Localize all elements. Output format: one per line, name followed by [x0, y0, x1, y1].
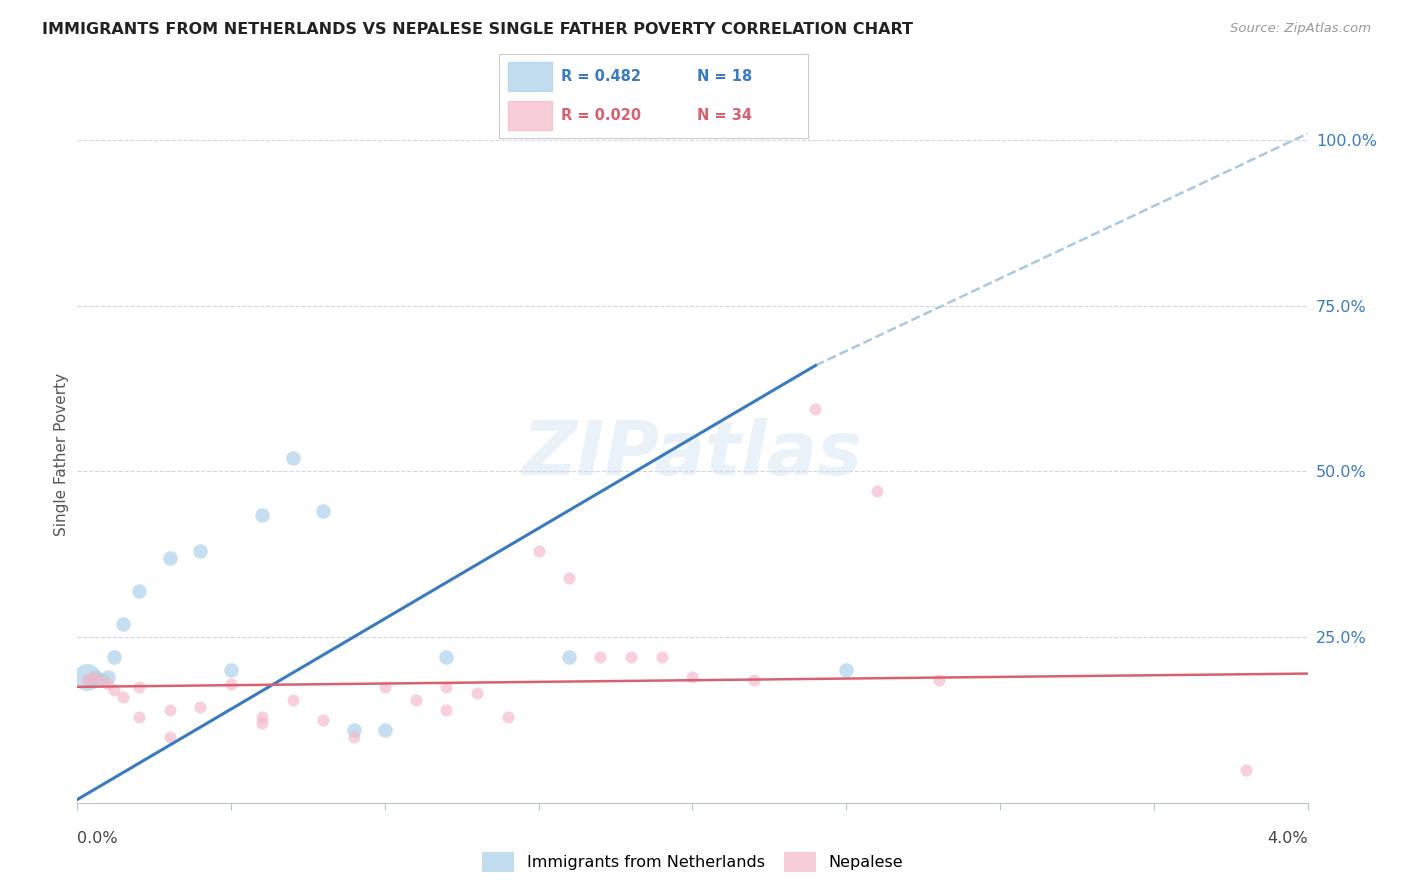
Point — [436, 650, 458, 665]
Point — [219, 676, 242, 690]
Point — [589, 650, 612, 665]
Point — [405, 693, 427, 707]
Text: 4.0%: 4.0% — [1267, 830, 1308, 846]
Point — [90, 673, 114, 688]
Legend: Immigrants from Netherlands, Nepalese: Immigrants from Netherlands, Nepalese — [475, 846, 910, 879]
Point — [188, 699, 212, 714]
Point — [128, 583, 150, 598]
Point — [374, 680, 396, 694]
Text: Source: ZipAtlas.com: Source: ZipAtlas.com — [1230, 22, 1371, 36]
Point — [835, 663, 858, 677]
Point — [1234, 763, 1257, 777]
Point — [97, 670, 120, 684]
Point — [103, 683, 125, 698]
Point — [82, 670, 104, 684]
Point — [250, 508, 273, 522]
Point — [112, 690, 135, 704]
Point — [128, 680, 150, 694]
Point — [436, 703, 458, 717]
Point — [250, 716, 273, 731]
Point — [79, 673, 101, 688]
Point — [620, 650, 643, 665]
Point — [804, 401, 827, 416]
Point — [928, 673, 950, 688]
Point — [159, 730, 181, 744]
Point — [76, 670, 98, 684]
Point — [312, 504, 335, 518]
Point — [87, 673, 110, 688]
Text: IMMIGRANTS FROM NETHERLANDS VS NEPALESE SINGLE FATHER POVERTY CORRELATION CHART: IMMIGRANTS FROM NETHERLANDS VS NEPALESE … — [42, 22, 912, 37]
Point — [527, 544, 550, 558]
Point — [558, 650, 581, 665]
Point — [343, 730, 366, 744]
Point — [682, 670, 704, 684]
Point — [343, 723, 366, 737]
Text: R = 0.482: R = 0.482 — [561, 69, 641, 84]
Point — [128, 709, 150, 723]
Point — [496, 709, 519, 723]
Text: ZIPatlas: ZIPatlas — [523, 418, 862, 491]
Text: R = 0.020: R = 0.020 — [561, 108, 641, 123]
Bar — [509, 101, 551, 130]
Point — [742, 673, 765, 688]
Point — [159, 703, 181, 717]
Point — [281, 693, 304, 707]
Point — [188, 544, 212, 558]
Text: N = 34: N = 34 — [697, 108, 752, 123]
Point — [84, 670, 107, 684]
Point — [558, 570, 581, 584]
Text: N = 18: N = 18 — [697, 69, 752, 84]
Point — [159, 550, 181, 565]
Point — [281, 451, 304, 466]
Point — [103, 650, 125, 665]
Point — [112, 616, 135, 631]
Bar — [509, 62, 551, 91]
Point — [219, 663, 242, 677]
Point — [465, 686, 488, 700]
Y-axis label: Single Father Poverty: Single Father Poverty — [53, 374, 69, 536]
Point — [866, 484, 889, 499]
Point — [250, 709, 273, 723]
Point — [312, 713, 335, 727]
Point — [374, 723, 396, 737]
Point — [76, 673, 98, 688]
Point — [97, 676, 120, 690]
Text: 0.0%: 0.0% — [77, 830, 118, 846]
Point — [651, 650, 673, 665]
Point — [436, 680, 458, 694]
